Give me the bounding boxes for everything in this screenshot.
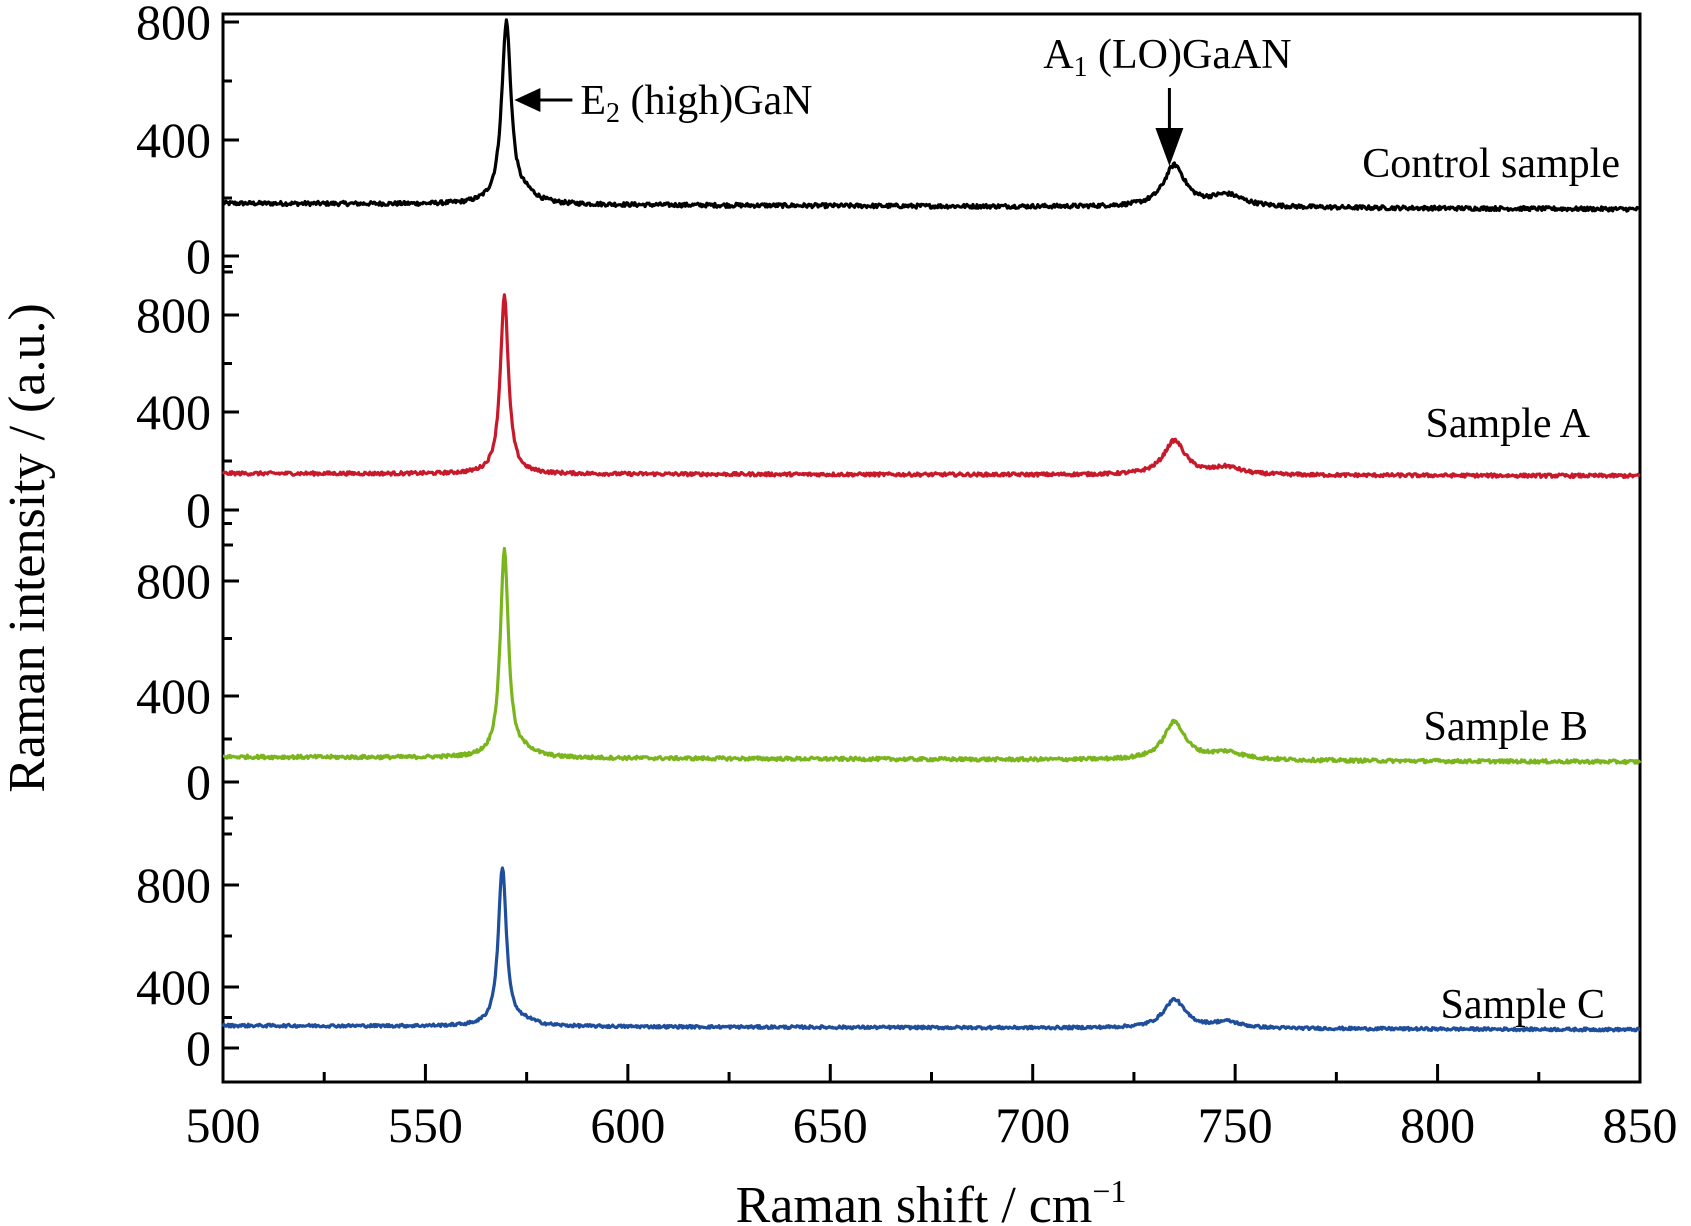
series-line — [221, 18, 1641, 213]
a1-arrow-head — [1155, 128, 1184, 166]
series-label: Sample C — [1441, 982, 1606, 1028]
x-tick-label: 800 — [1400, 1097, 1475, 1153]
x-axis: 500 550 600 650 700 750 800 850 — [186, 1064, 1678, 1153]
y-tick-label: 800 — [136, 0, 211, 50]
series-label: Sample A — [1426, 401, 1591, 447]
y-tick-label: 400 — [136, 668, 211, 724]
series-line — [221, 866, 1641, 1033]
y-axis-title: Raman intensity / (a.u.) — [0, 303, 56, 793]
y-tick-label: 400 — [136, 384, 211, 440]
series-label: Sample B — [1424, 704, 1589, 750]
a1-annotation-label: A1 (LO)GaAN — [1043, 32, 1291, 83]
y-tick-label: 400 — [136, 959, 211, 1015]
series-label: Control sample — [1362, 141, 1620, 187]
peak-annotations: E2 (high)GaN A1 (LO)GaAN — [514, 32, 1292, 166]
series-line — [222, 546, 1642, 766]
e2-annotation-rest: (high)GaN — [620, 78, 812, 124]
y-tick-label: 800 — [136, 857, 211, 913]
y-tick-label: 0 — [186, 1020, 211, 1076]
e2-annotation-sub: 2 — [606, 98, 620, 129]
a1-annotation-rest: (LO)GaAN — [1088, 32, 1292, 78]
series-line — [221, 293, 1641, 479]
y-tick-label: 0 — [186, 228, 211, 284]
x-tick-label: 700 — [995, 1097, 1070, 1153]
e2-annotation-label: E2 (high)GaN — [580, 78, 812, 129]
x-tick-label: 850 — [1603, 1097, 1678, 1153]
series-lines — [221, 18, 1642, 1033]
e2-annotation-letter: E — [580, 78, 606, 124]
a1-annotation-letter: A — [1043, 32, 1074, 78]
x-tick-label: 500 — [186, 1097, 261, 1153]
x-axis-title-sup: −1 — [1092, 1173, 1126, 1209]
y-tick-label: 0 — [186, 482, 211, 538]
x-tick-label: 750 — [1198, 1097, 1273, 1153]
x-tick-label: 600 — [590, 1097, 665, 1153]
e2-arrow-head — [514, 88, 541, 112]
x-tick-label: 650 — [793, 1097, 868, 1153]
x-tick-label: 550 — [388, 1097, 463, 1153]
a1-annotation-sub: 1 — [1074, 52, 1088, 83]
y-tick-label: 800 — [136, 553, 211, 609]
x-axis-title: Raman shift / cm−1 — [736, 1173, 1127, 1226]
y-tick-label: 0 — [186, 754, 211, 810]
y-tick-label: 400 — [136, 112, 211, 168]
y-tick-label: 800 — [136, 287, 211, 343]
x-axis-title-main: Raman shift / cm — [736, 1177, 1093, 1226]
series-labels: Control sample Sample A Sample B Sample C — [1362, 141, 1620, 1028]
